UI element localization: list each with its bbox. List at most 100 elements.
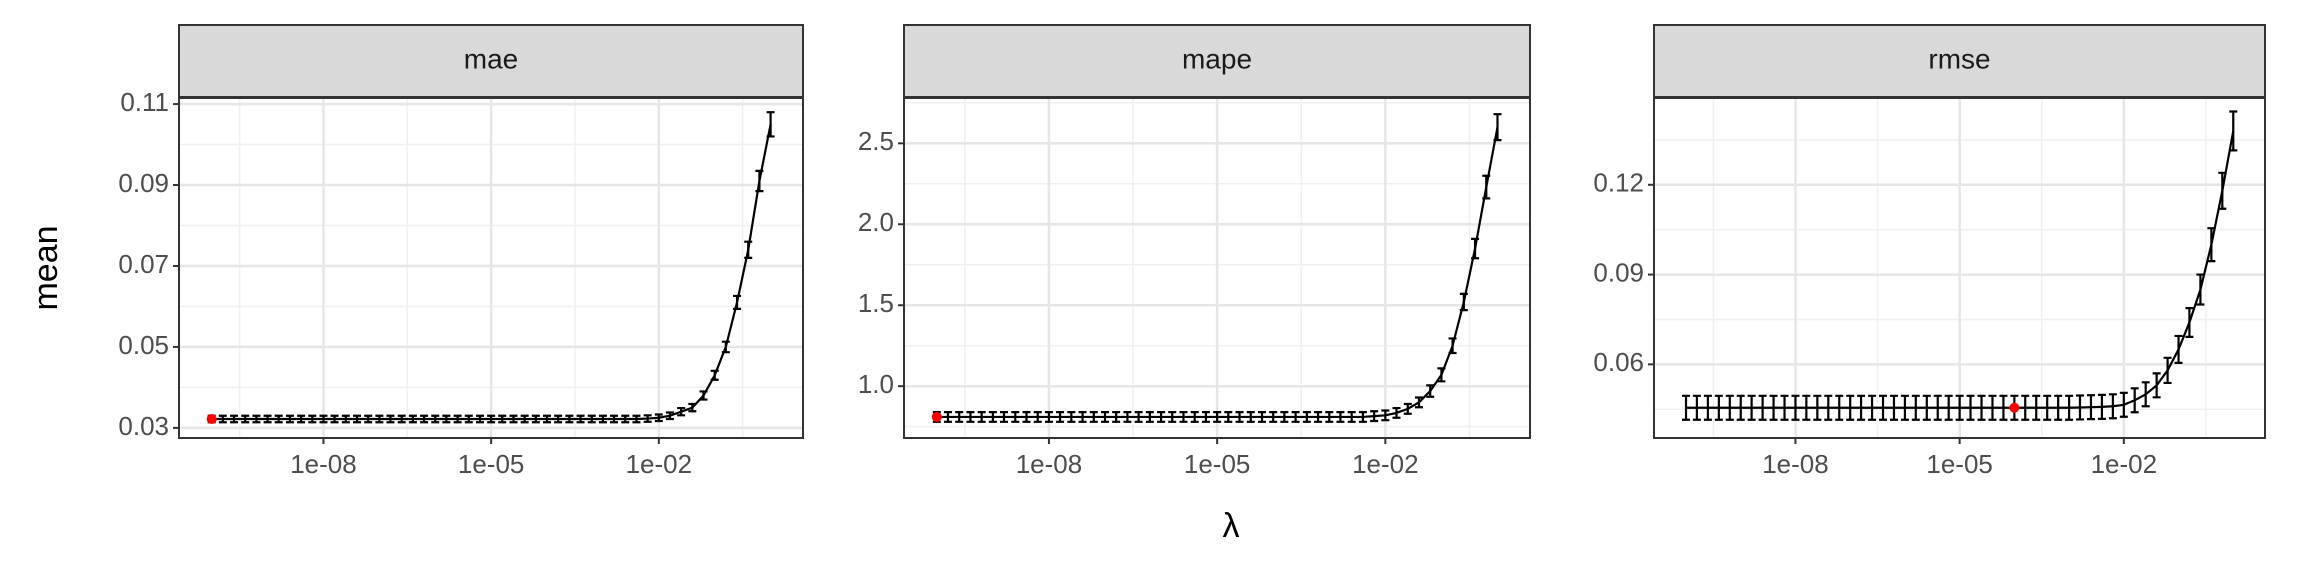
error-bar <box>1459 292 1468 312</box>
error-bar-line <box>710 369 719 381</box>
error-bar-line <box>1258 410 1266 423</box>
error-bar-line <box>1426 384 1435 398</box>
error-bar <box>1791 394 1800 421</box>
error-bar <box>576 414 585 424</box>
error-bar <box>966 410 975 423</box>
error-bar <box>1999 394 2008 421</box>
y-axis-title: mean <box>27 225 65 310</box>
error-bar-line <box>1933 394 1942 421</box>
error-bar <box>2119 391 2128 418</box>
error-bar <box>2185 307 2194 338</box>
error-bar <box>1101 410 1110 423</box>
error-bar <box>1682 394 1691 421</box>
error-bar-line <box>1123 410 1132 423</box>
error-bar <box>755 169 764 193</box>
error-bar-line <box>1977 394 1986 421</box>
error-bar-line <box>1824 394 1833 421</box>
error-bar <box>1977 394 1986 421</box>
y-tick-label: 0.12 <box>1593 168 1644 198</box>
error-bar-line <box>2174 334 2183 364</box>
error-bar-line <box>587 414 596 424</box>
error-bar <box>1736 394 1745 421</box>
error-bar-line <box>464 414 473 424</box>
error-bar-line <box>308 414 317 424</box>
error-bar-line <box>1714 394 1723 421</box>
error-bar-line <box>218 414 227 424</box>
error-bar <box>1944 394 1953 421</box>
error-bar <box>285 414 294 424</box>
error-bar-line <box>297 414 306 424</box>
error-bar <box>1824 394 1833 421</box>
error-bar <box>699 390 708 401</box>
error-bar <box>1157 410 1166 423</box>
error-bar-line <box>621 414 630 424</box>
error-bar-line <box>1201 410 1210 423</box>
error-bar <box>1482 174 1491 200</box>
error-bar-line <box>442 414 451 424</box>
error-bar <box>1291 410 1300 423</box>
error-bar-line <box>2229 110 2238 152</box>
error-bar <box>1471 237 1480 260</box>
error-bar <box>1802 394 1811 421</box>
strip <box>178 24 804 98</box>
error-bar-line <box>1325 410 1334 423</box>
error-bar-line <box>1437 367 1446 383</box>
error-bar <box>2054 394 2063 421</box>
error-bar <box>632 414 641 424</box>
error-bar-line <box>1078 410 1087 423</box>
error-bar-line <box>1482 174 1491 200</box>
y-tick-label: 0.06 <box>1593 347 1644 377</box>
error-bar-line <box>1179 410 1188 423</box>
error-bar-line <box>420 414 429 424</box>
error-bar-line <box>1403 402 1412 415</box>
error-bar <box>1889 394 1898 421</box>
error-bar-line <box>1213 410 1222 423</box>
error-bar-line <box>1067 410 1076 423</box>
error-bar-line <box>677 406 686 417</box>
error-bar-line <box>688 402 697 413</box>
error-bar <box>1414 396 1423 409</box>
error-bar <box>2174 334 2183 364</box>
error-bar <box>1258 410 1266 423</box>
error-bar-line <box>766 111 775 138</box>
error-bar <box>1703 394 1712 421</box>
error-bar <box>431 414 440 424</box>
error-bar <box>1314 410 1323 423</box>
error-bar-line <box>1448 337 1457 355</box>
error-bar-line <box>2163 356 2172 385</box>
error-bar-line <box>1966 394 1975 421</box>
error-bar-line <box>386 414 395 424</box>
error-bar-line <box>610 414 619 424</box>
error-bar <box>1692 394 1701 421</box>
error-bar-line <box>1889 394 1898 421</box>
error-bar-line <box>1235 410 1244 423</box>
error-bar-line <box>1190 410 1199 423</box>
error-bar-line <box>341 414 350 424</box>
error-bar-line <box>1471 237 1480 260</box>
y-tick-label: 0.11 <box>120 87 169 117</box>
error-bar <box>1879 394 1888 421</box>
error-bar <box>610 414 619 424</box>
error-bar <box>2108 393 2117 420</box>
panel: rmse 0.06 0.09 0.12 1e-08 1e-05 1e-02 <box>1593 24 2266 479</box>
error-bar-line <box>1846 394 1855 421</box>
error-bar-line <box>2196 273 2205 306</box>
error-bar <box>543 414 552 424</box>
error-bar <box>2021 394 2030 421</box>
error-bar-line <box>2207 227 2216 263</box>
error-bar-line <box>1791 394 1800 421</box>
error-bar <box>1966 394 1975 421</box>
error-bar-line <box>487 414 496 424</box>
error-bar <box>2163 356 2172 385</box>
y-tick-label: 1.5 <box>858 288 894 318</box>
error-bar <box>1780 394 1789 421</box>
error-bar <box>1336 410 1345 423</box>
error-bar <box>2097 393 2106 420</box>
error-bar-line <box>1911 394 1920 421</box>
error-bar <box>520 414 529 424</box>
error-bar-line <box>554 414 563 424</box>
error-bar <box>1988 394 1997 421</box>
error-bar <box>475 414 484 424</box>
error-bar-line <box>1414 396 1423 409</box>
error-bar <box>375 414 384 424</box>
